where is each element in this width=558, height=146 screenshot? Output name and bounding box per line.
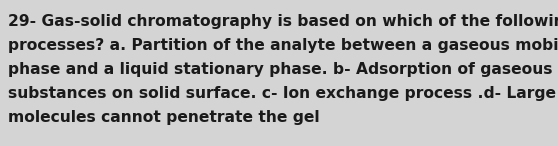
Text: phase and a liquid stationary phase. b- Adsorption of gaseous: phase and a liquid stationary phase. b- …	[8, 62, 552, 77]
Text: substances on solid surface. c- Ion exchange process .d- Large: substances on solid surface. c- Ion exch…	[8, 86, 556, 101]
Text: molecules cannot penetrate the gel: molecules cannot penetrate the gel	[8, 110, 320, 125]
Text: 29- Gas-solid chromatography is based on which of the following: 29- Gas-solid chromatography is based on…	[8, 14, 558, 29]
Text: processes? a. Partition of the analyte between a gaseous mobile: processes? a. Partition of the analyte b…	[8, 38, 558, 53]
